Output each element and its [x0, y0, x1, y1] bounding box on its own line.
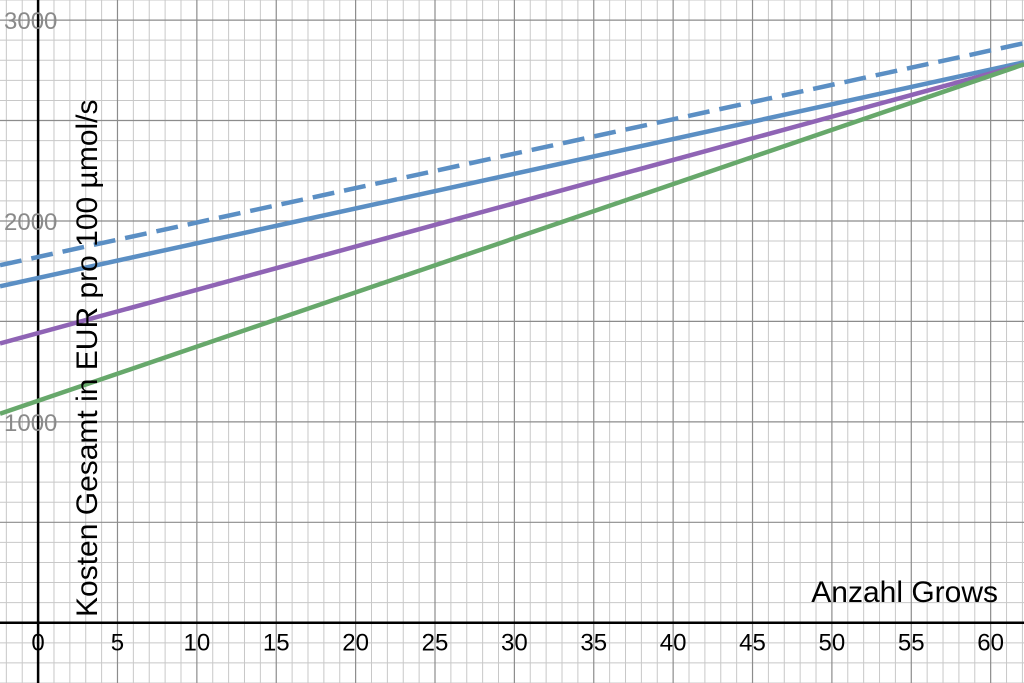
x-tick-label: 0 — [31, 630, 44, 657]
x-tick-label: 50 — [819, 630, 846, 657]
x-tick-label: 30 — [501, 630, 528, 657]
x-tick-label: 20 — [342, 630, 369, 657]
series-layer — [0, 41, 1024, 416]
series-line-2 — [0, 60, 1024, 289]
tick-labels: 0 5 10 15 20 25 30 35 40 45 50 55 60 1000 2000 3000 — [4, 8, 1004, 657]
x-tick-label: 35 — [580, 630, 607, 657]
x-tick-label: 15 — [263, 630, 290, 657]
x-tick-label: 25 — [422, 630, 449, 657]
y-tick-label: 2000 — [4, 209, 57, 236]
y-axis-title: Kosten Gesamt in EUR pro 100 µmol/s — [71, 100, 104, 618]
y-tick-label: 1000 — [4, 410, 57, 437]
series-line-4 — [0, 62, 1024, 416]
series-line-3 — [0, 62, 1024, 346]
x-tick-label: 10 — [184, 630, 211, 657]
series-line-1 — [0, 41, 1024, 268]
x-tick-label: 55 — [898, 630, 925, 657]
y-tick-label: 3000 — [4, 8, 57, 35]
x-tick-label: 60 — [977, 630, 1004, 657]
x-tick-label: 45 — [739, 630, 766, 657]
x-axis-title: Anzahl Grows — [811, 576, 998, 609]
x-tick-label: 40 — [660, 630, 687, 657]
x-tick-label: 5 — [111, 630, 124, 657]
